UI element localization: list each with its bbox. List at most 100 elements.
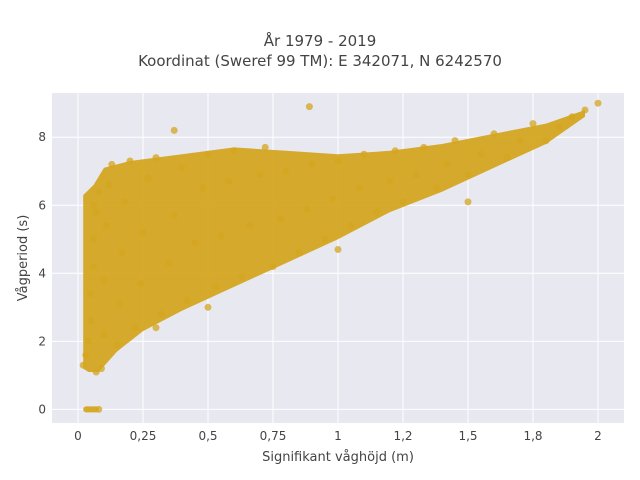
scatter-point [334, 246, 342, 253]
scatter-point [152, 324, 160, 332]
scatter-point [95, 188, 103, 196]
x-tick-label: 1,2 [393, 429, 412, 443]
scatter-point [360, 150, 368, 158]
y-tick-label: 6 [38, 198, 46, 212]
scatter-point [87, 317, 95, 325]
scatter-point [113, 341, 121, 349]
scatter-point [90, 263, 98, 270]
scatter-point [277, 215, 285, 223]
scatter-point [212, 283, 220, 291]
y-tick-label: 0 [38, 402, 46, 416]
scatter-point [529, 120, 537, 128]
scatter-point [490, 130, 498, 138]
scatter-point [308, 160, 316, 168]
scatter-point [79, 361, 87, 369]
scatter-point [87, 290, 95, 298]
scatter-point [170, 212, 178, 219]
x-tick-label: 0,25 [130, 429, 157, 443]
scatter-point [131, 324, 139, 332]
scatter-point [303, 205, 311, 213]
scatter-point [261, 143, 269, 151]
scatter-point [542, 137, 550, 145]
scatter-point [152, 154, 160, 162]
scatter-point [165, 259, 173, 267]
scatter-point [443, 160, 451, 168]
y-axis-title: Vågperiod (s) [16, 215, 31, 302]
scatter-point [118, 249, 126, 257]
x-tick-label: 1 [334, 429, 342, 443]
x-axis-ticks: 0 0,25 0,5 0,75 1 1,2 1,5 1,8 2 [74, 429, 602, 443]
scatter-point [204, 150, 212, 158]
scatter-point [477, 150, 485, 158]
scatter-point [386, 178, 394, 185]
scatter-point [178, 164, 186, 172]
x-axis-title: Signifikant våghöjd (m) [262, 450, 414, 465]
x-tick-label: 2 [594, 429, 602, 443]
scatter-point [295, 249, 303, 257]
scatter-point [217, 232, 225, 240]
scatter-points [79, 99, 602, 413]
scatter-point [199, 184, 207, 192]
scatter-point [399, 198, 407, 206]
scatter-point [82, 351, 90, 359]
scatter-point [347, 222, 355, 230]
scatter-point [103, 222, 111, 230]
scatter-point [121, 198, 129, 206]
scatter-point [144, 174, 152, 182]
chart-title-line-2: Koordinat (Sweref 99 TM): E 342071, N 62… [138, 52, 502, 70]
x-tick-label: 0,5 [198, 429, 217, 443]
scatter-density-polygon [83, 110, 585, 372]
scatter-point [568, 113, 576, 121]
scatter-point [516, 137, 524, 145]
scatter-point [126, 157, 134, 165]
scatter-point [136, 280, 144, 287]
scatter-point [230, 147, 238, 155]
scatter-point [412, 171, 420, 179]
scatter-point [84, 337, 92, 345]
x-tick-label: 0 [74, 429, 82, 443]
scatter-point [321, 235, 329, 243]
scatter-point [139, 229, 147, 236]
scatter-point [170, 126, 178, 134]
scatter-point [100, 276, 108, 284]
scatter-point [108, 160, 116, 168]
scatter-point [246, 222, 254, 230]
scatter-point [503, 154, 511, 162]
scatter-point [269, 263, 277, 270]
scatter-point [594, 99, 602, 107]
scatter-point [355, 184, 363, 192]
scatter-point [191, 239, 199, 247]
scatter-point [183, 297, 191, 304]
scatter-point [97, 365, 105, 373]
scatter-point [157, 310, 165, 318]
scatter-point [204, 303, 212, 311]
scatter-point [451, 137, 459, 145]
scatter-point [433, 184, 441, 192]
scatter-point [256, 171, 264, 179]
scatter-point [420, 143, 428, 151]
scatter-point [581, 106, 589, 114]
scatter-point [90, 201, 98, 209]
scatter-point [373, 208, 381, 216]
y-tick-label: 4 [38, 266, 46, 280]
scatter-density-band [83, 110, 585, 413]
scatter-point [116, 300, 124, 308]
chart-title-line-1: År 1979 - 2019 [264, 31, 377, 50]
scatter-point [334, 157, 342, 165]
y-tick-label: 8 [38, 130, 46, 144]
scatter-point [464, 198, 472, 206]
scatter-point [238, 273, 246, 281]
y-tick-label: 2 [38, 334, 46, 348]
scatter-point [100, 331, 108, 338]
scatter-point [225, 178, 233, 185]
scatter-point [305, 103, 313, 111]
zero-period-band [83, 406, 99, 413]
scatter-point [92, 368, 100, 376]
x-tick-label: 1,5 [458, 429, 477, 443]
scatter-point [464, 171, 472, 179]
scatter-point [555, 123, 563, 131]
scatter-point [329, 195, 337, 202]
x-tick-label: 1,8 [523, 429, 542, 443]
scatter-point [282, 167, 290, 175]
